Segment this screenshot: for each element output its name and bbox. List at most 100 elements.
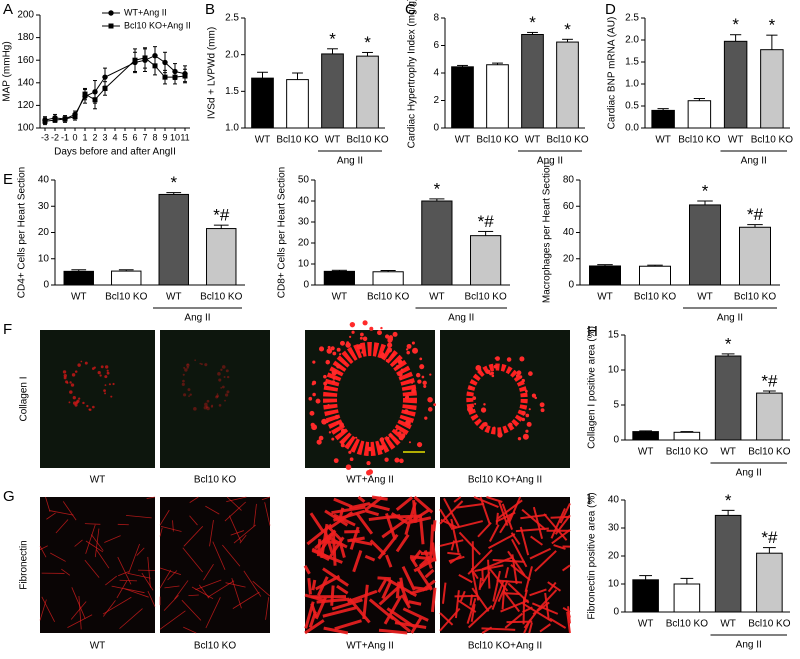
stain — [328, 431, 332, 434]
stain — [534, 396, 537, 400]
stain — [226, 375, 230, 379]
stain — [547, 581, 562, 592]
stain — [429, 373, 432, 376]
stain — [493, 426, 496, 429]
stain — [61, 568, 71, 576]
stain — [399, 577, 404, 588]
stain — [216, 393, 219, 395]
micrograph — [160, 497, 270, 633]
y-tick-label: 0 — [433, 123, 439, 134]
stain — [411, 341, 415, 345]
stain — [489, 372, 493, 376]
y-tick-label: 6 — [433, 40, 439, 51]
stain — [76, 399, 80, 403]
bar — [673, 431, 701, 441]
stain — [347, 589, 378, 604]
y-tick-label: 0 — [613, 607, 619, 618]
stain — [92, 405, 95, 409]
x-tick-label: Bcl10 KO — [678, 135, 720, 146]
y-tick-label: 160 — [17, 55, 34, 66]
stain — [186, 363, 190, 367]
stain — [315, 398, 321, 404]
stain — [182, 379, 185, 383]
stain — [384, 457, 389, 462]
stain — [386, 436, 390, 440]
stain — [408, 441, 411, 444]
stain — [467, 406, 473, 413]
stain — [395, 581, 401, 599]
stain — [181, 599, 202, 621]
panel-letter: C — [405, 1, 416, 18]
stain — [195, 579, 222, 591]
x-tick-label: WT — [720, 447, 736, 458]
point — [52, 117, 58, 123]
stain — [495, 356, 500, 361]
stain — [183, 393, 187, 397]
stain — [110, 395, 113, 398]
stain — [103, 389, 106, 392]
group-label: Ang II — [337, 156, 363, 167]
stain — [522, 433, 529, 440]
stain — [329, 536, 345, 558]
stain — [102, 596, 132, 615]
stain — [172, 520, 174, 532]
stain — [316, 439, 322, 445]
bar — [639, 265, 671, 286]
bar — [673, 583, 701, 613]
stain — [380, 326, 383, 330]
stain — [427, 396, 433, 403]
y-tick-label: 1.5 — [225, 86, 239, 97]
bar — [739, 226, 771, 286]
point — [132, 57, 138, 63]
stain — [341, 440, 344, 444]
x-tick-label: WT — [71, 292, 87, 303]
stain — [232, 591, 260, 609]
group-label: Ang II — [448, 313, 474, 324]
stain — [364, 554, 376, 562]
stain — [488, 533, 516, 550]
stain — [189, 496, 199, 503]
stain — [467, 604, 493, 629]
stain — [323, 342, 417, 456]
stain — [364, 509, 380, 517]
stain — [506, 357, 512, 362]
x-tick-label: 8 — [152, 132, 157, 142]
stain — [321, 418, 328, 425]
stain — [70, 383, 75, 387]
stain — [91, 367, 95, 370]
stain — [469, 594, 474, 606]
y-tick-label: 20 — [563, 253, 575, 264]
x-tick-label: Bcl10 KO — [734, 292, 776, 303]
y-tick-label: 2.5 — [625, 13, 639, 24]
significance-mark: * — [329, 29, 336, 48]
stain — [261, 496, 271, 501]
stain — [397, 431, 402, 435]
stain — [46, 512, 56, 520]
stain — [531, 602, 559, 615]
x-tick-label: 9 — [162, 132, 167, 142]
stain — [125, 514, 152, 519]
y-tick-label: 40 — [608, 495, 620, 506]
stain — [322, 606, 357, 618]
stain — [519, 526, 530, 556]
stain — [478, 577, 483, 590]
stain — [69, 381, 72, 384]
stain — [486, 496, 503, 503]
stain — [362, 320, 368, 326]
stain — [366, 460, 371, 466]
panel-letter: H — [587, 323, 598, 340]
stain — [205, 405, 209, 409]
stain — [470, 567, 480, 601]
point — [152, 63, 158, 69]
stain — [491, 580, 505, 610]
stain — [424, 416, 428, 420]
stain — [141, 572, 154, 591]
y-tick-label: 10 — [298, 259, 310, 270]
bar — [556, 41, 579, 129]
stain — [327, 403, 330, 407]
stain — [544, 592, 550, 621]
stain — [99, 374, 102, 377]
stain — [391, 353, 395, 357]
bar — [323, 270, 355, 286]
y-tick-label: 8 — [433, 13, 439, 24]
